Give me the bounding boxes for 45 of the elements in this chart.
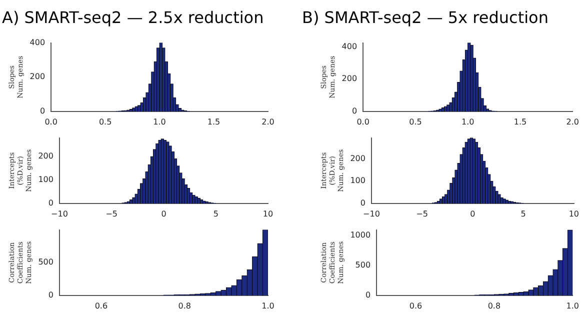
x-tick-label: 2.0 bbox=[262, 117, 274, 126]
x-tick-label: 0.6 bbox=[94, 301, 108, 310]
x-tick-label: −10 bbox=[363, 209, 380, 218]
chart-title: A) SMART-seq2 — 2.5x reduction bbox=[1, 7, 265, 29]
x-tick-label: 0 bbox=[470, 209, 476, 218]
y-tick-label: 100 bbox=[38, 175, 54, 184]
x-tick-label: 10 bbox=[262, 209, 274, 218]
y-tick-label: 0 bbox=[40, 106, 46, 116]
x-tick-label: 0.8 bbox=[488, 301, 501, 310]
x-tick-label: 0.8 bbox=[178, 301, 191, 310]
x-tick-label: 1.0 bbox=[566, 301, 580, 310]
y-tick-label: 200 bbox=[342, 74, 358, 84]
y-tick-label: 0 bbox=[352, 106, 358, 116]
y-tick-label: 500 bbox=[38, 258, 54, 267]
x-tick-label: 0.0 bbox=[356, 117, 370, 126]
y-tick-label: 100 bbox=[350, 176, 366, 186]
x-tick-label: −5 bbox=[416, 209, 428, 218]
x-tick-label: 1.5 bbox=[514, 117, 527, 126]
y-tick-label: 200 bbox=[38, 152, 54, 161]
y-tick-label: 400 bbox=[342, 42, 358, 51]
y-tick-label: 500 bbox=[355, 260, 371, 270]
x-tick-label: 1.0 bbox=[461, 117, 474, 126]
x-tick-label: −10 bbox=[51, 209, 68, 218]
x-tick-label: 0.5 bbox=[98, 117, 112, 126]
x-tick-label: 0.6 bbox=[409, 301, 422, 310]
y-tick-label: 0 bbox=[360, 198, 366, 208]
y-tick-label: 400 bbox=[30, 38, 46, 47]
y-tick-label: 1000 bbox=[350, 230, 371, 240]
y-tick-label: 0 bbox=[48, 198, 54, 208]
x-tick-label: 1.0 bbox=[153, 117, 166, 126]
x-tick-label: 5 bbox=[213, 209, 218, 218]
x-tick-label: 5 bbox=[520, 209, 526, 218]
x-tick-label: 0 bbox=[161, 209, 166, 218]
x-tick-label: 0.0 bbox=[44, 117, 58, 126]
y-tick-label: 200 bbox=[350, 154, 366, 164]
y-tick-label: 200 bbox=[30, 72, 46, 82]
y-tick-label: 0 bbox=[365, 290, 371, 300]
chart-title: B) SMART-seq2 — 5x reduction bbox=[301, 7, 550, 29]
x-tick-label: 10 bbox=[568, 209, 580, 218]
x-tick-label: 1.0 bbox=[262, 301, 274, 310]
x-tick-label: 2.0 bbox=[566, 117, 580, 126]
x-tick-label: 1.5 bbox=[207, 117, 220, 126]
y-tick-label: 0 bbox=[48, 290, 54, 300]
x-tick-label: 0.5 bbox=[409, 117, 422, 126]
x-tick-label: −5 bbox=[106, 209, 118, 218]
